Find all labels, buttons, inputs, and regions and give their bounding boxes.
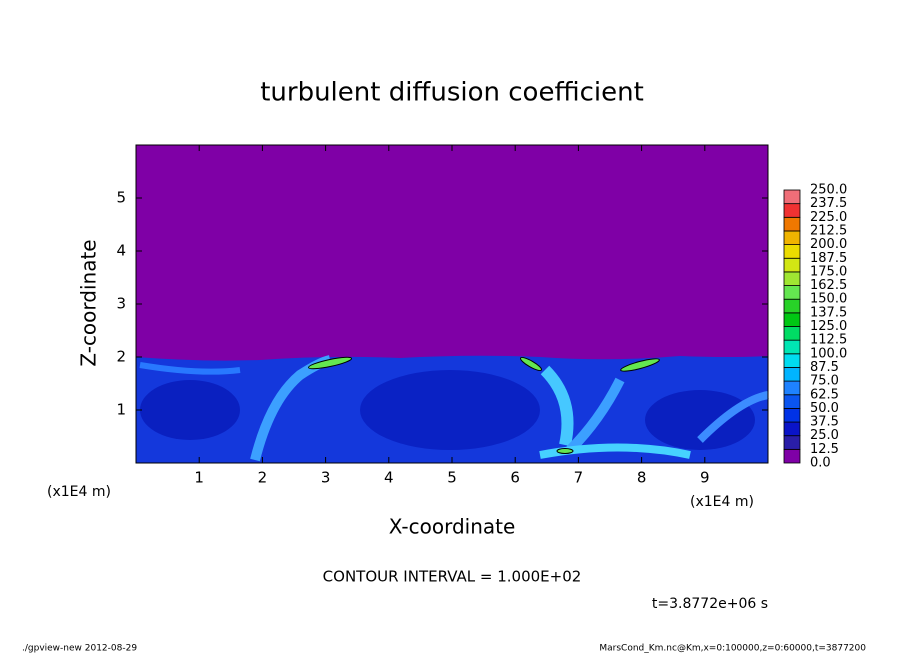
chart-title: turbulent diffusion coefficient xyxy=(260,78,644,108)
field-feature xyxy=(360,370,540,450)
time-label: t=3.8772e+06 s xyxy=(652,596,768,612)
x-unit-label: (x1E4 m) xyxy=(690,494,754,510)
x-tick-label: 6 xyxy=(510,469,520,487)
field-feature xyxy=(307,356,353,370)
colorbar-box xyxy=(783,244,801,259)
colorbar-box xyxy=(783,271,801,286)
colorbar-box xyxy=(783,189,801,205)
field-feature xyxy=(139,362,241,375)
x-tick-label: 7 xyxy=(574,469,584,487)
colorbar-box xyxy=(783,257,801,273)
colorbar-box xyxy=(783,298,801,314)
footer-right: MarsCond_Km.nc@Km,x=0:100000,z=0:60000,t… xyxy=(599,644,866,654)
field-feature xyxy=(697,391,769,443)
field xyxy=(136,145,769,463)
colorbar-box xyxy=(783,394,801,409)
colorbar-box xyxy=(783,435,801,450)
colorbar-box xyxy=(783,448,801,464)
colorbar-box xyxy=(783,285,801,300)
colorbar-label: 112.5 xyxy=(810,333,847,348)
field-feature xyxy=(520,356,542,372)
colorbar-box xyxy=(783,216,801,232)
colorbar-box xyxy=(783,326,801,341)
field-feature xyxy=(645,390,755,450)
colorbar-box xyxy=(783,312,801,327)
field-feature xyxy=(556,448,574,454)
field-feature xyxy=(620,358,660,372)
colorbar-label: 50.0 xyxy=(810,401,839,416)
colorbar-label: 25.0 xyxy=(810,428,839,443)
x-tick-label: 2 xyxy=(258,469,268,487)
colorbar-label: 175.0 xyxy=(810,264,847,279)
colorbar-box xyxy=(783,421,801,437)
y-tick-label: 3 xyxy=(116,295,126,313)
x-tick-label: 1 xyxy=(194,469,204,487)
x-tick-label: 4 xyxy=(384,469,394,487)
y-tick-label: 2 xyxy=(116,348,126,366)
colorbar-box xyxy=(783,230,801,245)
colorbar-label: 162.5 xyxy=(810,278,847,293)
colorbar-label: 137.5 xyxy=(810,305,847,320)
colorbar-label: 200.0 xyxy=(810,237,847,252)
field-feature xyxy=(540,365,574,447)
colorbar-label: 150.0 xyxy=(810,292,847,307)
colorbar-label: 12.5 xyxy=(810,442,839,457)
colorbar-label: 225.0 xyxy=(810,210,847,225)
colorbar-label: 100.0 xyxy=(810,346,847,361)
y-tick-label: 5 xyxy=(116,189,126,207)
field-feature xyxy=(140,380,240,440)
colorbar-label: 0.0 xyxy=(810,456,831,471)
colorbar-box xyxy=(783,407,801,423)
x-tick-label: 9 xyxy=(700,469,710,487)
x-tick-label: 3 xyxy=(321,469,331,487)
colorbar-label: 250.0 xyxy=(810,183,847,198)
colorbar-label: 125.0 xyxy=(810,319,847,334)
colorbar-label: 212.5 xyxy=(810,223,847,238)
y-axis-label: Z-coordinate xyxy=(77,239,101,366)
contour-note: CONTOUR INTERVAL = 1.000E+02 xyxy=(323,568,582,586)
colorbar-box xyxy=(783,203,801,218)
colorbar-box xyxy=(783,367,801,382)
colorbar-box xyxy=(783,339,801,355)
field-feature xyxy=(566,377,625,454)
colorbar-label: 75.0 xyxy=(810,374,839,389)
colorbar-label: 62.5 xyxy=(810,387,839,402)
y-tick-label: 4 xyxy=(116,242,126,260)
y-tick-label: 1 xyxy=(116,401,126,419)
x-unit-label: (x1E4 m) xyxy=(47,484,111,500)
colorbar-label: 187.5 xyxy=(810,251,847,266)
colorbar-label: 37.5 xyxy=(810,415,839,430)
footer-left: ./gpview-new 2012-08-29 xyxy=(22,644,137,654)
x-tick-label: 8 xyxy=(637,469,647,487)
x-axis-label: X-coordinate xyxy=(389,515,516,539)
x-tick-label: 5 xyxy=(447,469,457,487)
colorbar-label: 87.5 xyxy=(810,360,839,375)
colorbar-label: 237.5 xyxy=(810,196,847,211)
colorbar-box xyxy=(783,380,801,396)
colorbar-box xyxy=(783,353,801,368)
